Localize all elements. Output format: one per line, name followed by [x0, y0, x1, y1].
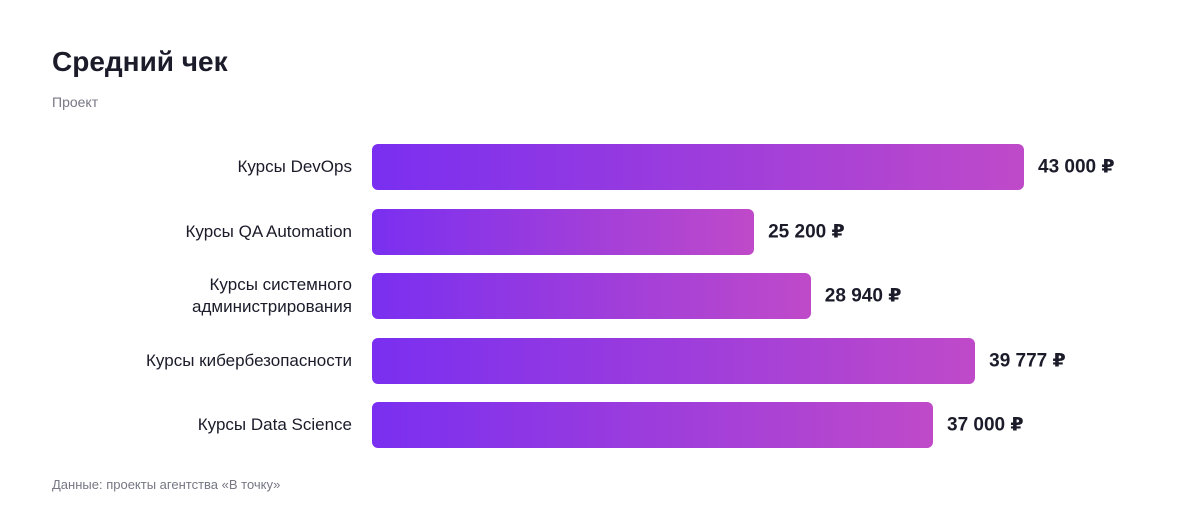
value-label: 43 000 ₽ — [1038, 156, 1115, 178]
chart-subtitle: Проект — [52, 94, 99, 110]
bar — [372, 273, 811, 319]
value-label: 37 000 ₽ — [947, 414, 1024, 436]
bar — [372, 402, 934, 448]
value-label: 28 940 ₽ — [824, 285, 902, 307]
bar — [372, 144, 1024, 190]
chart-title: Средний чек — [52, 46, 228, 77]
source-note: Данные: проекты агентства «В точку» — [52, 477, 281, 492]
value-label: 39 777 ₽ — [989, 350, 1066, 371]
bar — [372, 208, 755, 255]
category-label: Курсы DevOps — [237, 157, 352, 176]
category-label: Курсы кибербезопасности — [146, 350, 352, 370]
bar — [372, 337, 976, 384]
category-label: Курсы Data Science — [197, 415, 352, 434]
category-label: Курсы системного администрирования — [192, 275, 352, 316]
category-label: Курсы QA Automation — [185, 221, 352, 241]
value-label: 25 200 ₽ — [768, 221, 845, 242]
